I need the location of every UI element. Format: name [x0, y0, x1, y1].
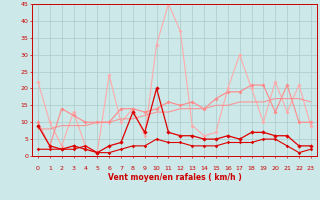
- X-axis label: Vent moyen/en rafales ( km/h ): Vent moyen/en rafales ( km/h ): [108, 173, 241, 182]
